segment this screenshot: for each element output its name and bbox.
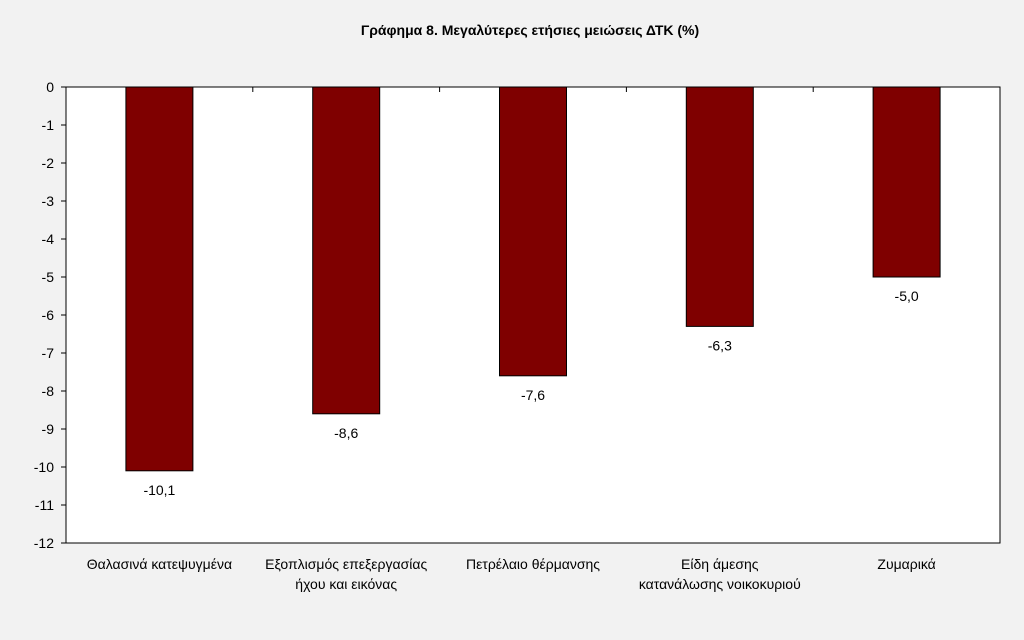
y-tick-label: -10 [34, 459, 54, 475]
x-tick-label: Ζυμαρικά [877, 556, 935, 572]
x-tick-label: κατανάλωσης νοικοκυριού [639, 576, 801, 592]
y-tick-label: -2 [42, 155, 55, 171]
data-label: -6,3 [708, 337, 732, 353]
x-tick-label: ήχου και εικόνας [295, 576, 397, 592]
y-tick-label: -11 [35, 497, 54, 513]
bar [313, 87, 380, 414]
data-label: -7,6 [521, 387, 545, 403]
y-tick-label: -7 [42, 345, 55, 361]
y-tick-label: -4 [42, 231, 55, 247]
y-tick-label: -5 [42, 269, 55, 285]
data-label: -5,0 [895, 288, 919, 304]
x-tick-label: Θαλασινά κατεψυγμένα [87, 556, 232, 572]
y-tick-label: -3 [42, 193, 55, 209]
x-tick-label: Πετρέλαιο θέρμανσης [466, 556, 600, 572]
y-tick-label: -1 [42, 117, 55, 133]
bar [686, 87, 753, 326]
y-tick-label: -6 [42, 307, 55, 323]
x-tick-label: Είδη άμεσης [681, 556, 759, 572]
bar [126, 87, 193, 471]
y-tick-label: 0 [46, 79, 54, 95]
y-tick-label: -9 [42, 421, 55, 437]
bar [500, 87, 567, 376]
y-tick-label: -8 [42, 383, 55, 399]
bar [873, 87, 940, 277]
data-label: -10,1 [143, 482, 175, 498]
x-tick-label: Εξοπλισμός επεξεργασίας [265, 556, 427, 572]
y-tick-label: -12 [34, 535, 54, 551]
data-label: -8,6 [334, 425, 358, 441]
